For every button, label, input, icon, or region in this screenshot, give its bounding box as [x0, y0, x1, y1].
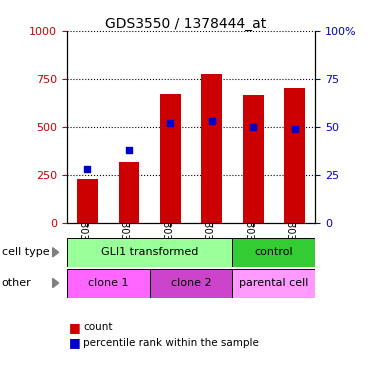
Bar	[233, 269, 315, 298]
Point	[126, 147, 132, 153]
Text: percentile rank within the sample: percentile rank within the sample	[83, 338, 259, 348]
Text: parental cell: parental cell	[239, 278, 309, 288]
Text: clone 1: clone 1	[88, 278, 128, 288]
Text: GDS3550 / 1378444_at: GDS3550 / 1378444_at	[105, 17, 266, 31]
Polygon shape	[53, 248, 59, 257]
Bar	[201, 74, 222, 223]
Text: control: control	[255, 247, 293, 258]
Bar	[243, 95, 263, 223]
Bar	[284, 88, 305, 223]
Polygon shape	[53, 278, 59, 288]
Point	[167, 120, 173, 126]
Bar	[67, 238, 233, 267]
Text: clone 2: clone 2	[171, 278, 211, 288]
Bar	[233, 238, 315, 267]
Text: ■: ■	[69, 336, 81, 349]
Point	[250, 124, 256, 130]
Text: ■: ■	[69, 321, 81, 334]
Bar	[119, 162, 139, 223]
Point	[209, 118, 215, 124]
Text: GLI1 transformed: GLI1 transformed	[101, 247, 198, 258]
Text: count: count	[83, 322, 113, 332]
Point	[292, 126, 298, 132]
Bar	[77, 179, 98, 223]
Bar	[67, 269, 150, 298]
Text: other: other	[2, 278, 32, 288]
Text: cell type: cell type	[2, 247, 49, 257]
Point	[85, 166, 91, 172]
Bar	[150, 269, 233, 298]
Bar	[160, 94, 181, 223]
